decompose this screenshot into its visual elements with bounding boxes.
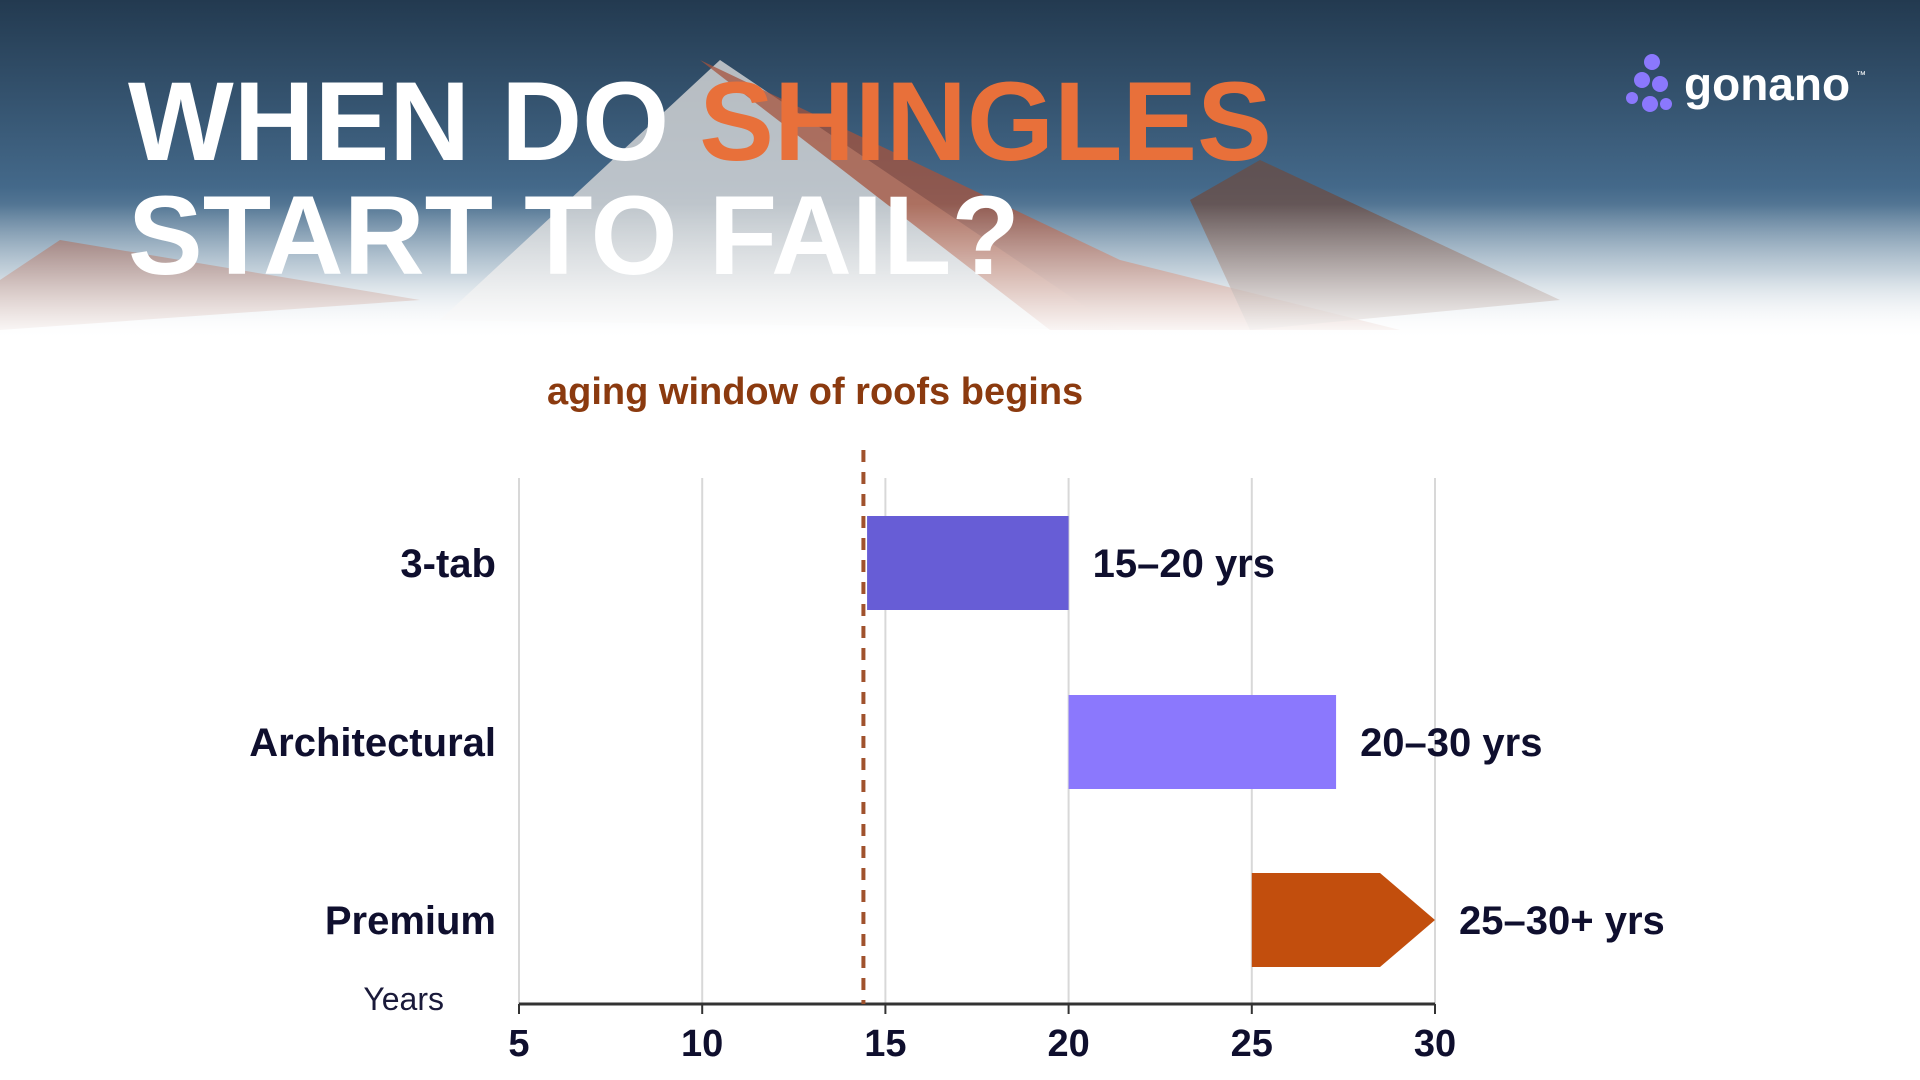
brand-logo: gonano ™ <box>1626 54 1866 112</box>
x-tick-label: 10 <box>681 1023 723 1065</box>
x-tick-label: 20 <box>1047 1023 1089 1065</box>
value-label: 20–30 yrs <box>1360 721 1542 765</box>
range-bar <box>1251 873 1435 967</box>
x-axis-label: Years <box>363 981 444 1017</box>
value-label: 25–30+ yrs <box>1459 899 1665 943</box>
category-label: 3-tab <box>400 542 496 586</box>
title-highlight: SHINGLES <box>699 59 1272 184</box>
value-label: 15–20 yrs <box>1093 542 1275 586</box>
category-label: Architectural <box>249 721 496 765</box>
x-tick-label: 30 <box>1414 1023 1456 1065</box>
brand-tm: ™ <box>1856 70 1866 81</box>
range-bar <box>867 516 1069 610</box>
annotation: aging window of roofs begins <box>547 371 1083 413</box>
brand-name: gonano <box>1684 58 1850 110</box>
title-part: WHEN DO <box>128 59 669 184</box>
x-tick-label: 5 <box>508 1023 529 1065</box>
x-tick-label: 15 <box>864 1023 906 1065</box>
category-label: Premium <box>325 899 496 943</box>
chart-title: START TO FAIL? <box>128 173 1020 298</box>
header-banner <box>0 0 1920 340</box>
chart-title: WHEN DO SHINGLES <box>128 59 1272 184</box>
range-bar <box>1068 695 1337 789</box>
x-tick-label: 25 <box>1231 1023 1273 1065</box>
